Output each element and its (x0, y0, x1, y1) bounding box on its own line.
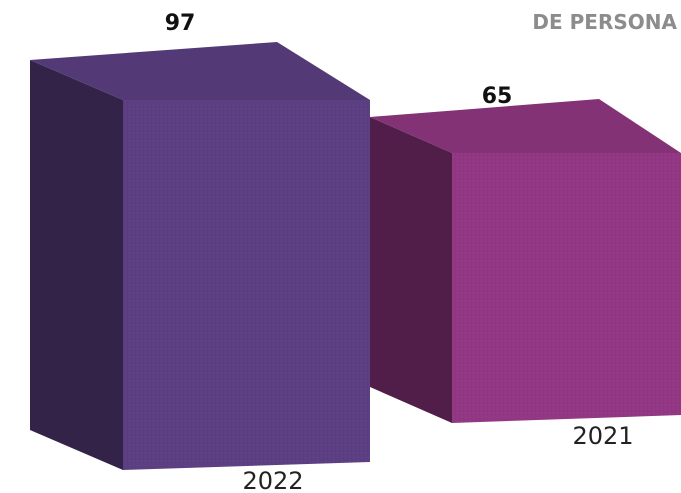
bar-side-face (30, 60, 123, 470)
bar-texture (123, 100, 370, 470)
value-label-2021: 65 (482, 84, 513, 109)
category-label-2021: 2021 (572, 422, 633, 450)
bar-top-face (30, 42, 370, 100)
bar-2021 (370, 99, 681, 423)
category-label-2022: 2022 (242, 467, 303, 493)
bar-side-face (370, 117, 452, 423)
bar-top-face (370, 99, 681, 153)
value-label-2022: 97 (165, 11, 196, 36)
bar-texture (452, 153, 681, 423)
bar-2022 (30, 42, 370, 470)
chart-title: DE PERSONA (532, 10, 677, 34)
